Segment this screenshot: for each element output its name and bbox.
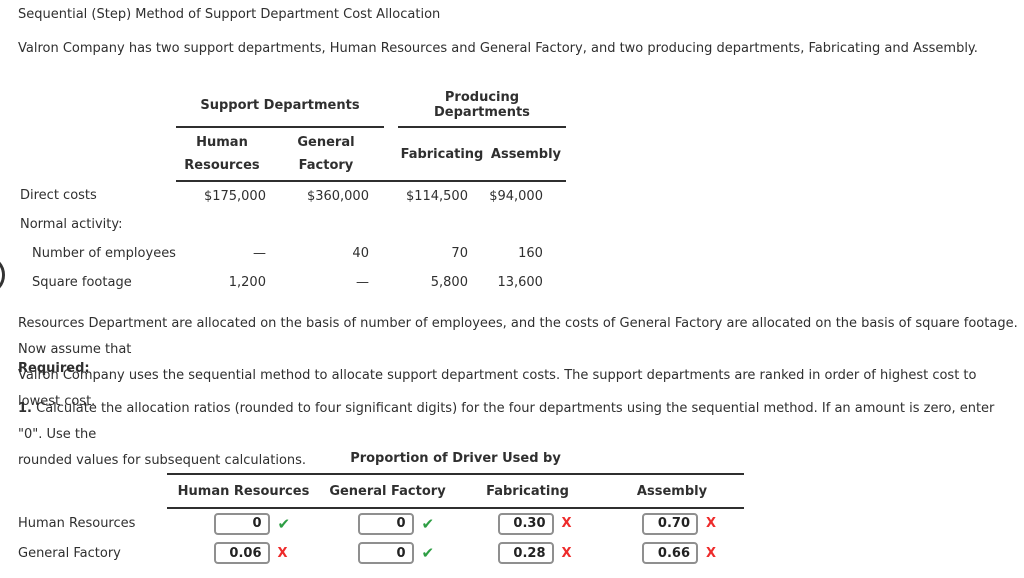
required-label: Required: <box>18 361 90 376</box>
col-header-human-resources: Human Resources <box>175 127 268 182</box>
ratio-input-hr-fab[interactable] <box>497 512 554 535</box>
ratio-input-gf-gf[interactable] <box>357 542 414 564</box>
row-label: Square footage <box>32 275 132 290</box>
requirement-1-line1: 1. Calculate the allocation ratios (roun… <box>18 396 1008 448</box>
ratio-col-header-assembly: Assembly <box>600 474 744 509</box>
row-label: Direct costs <box>20 188 97 203</box>
ratio-col-header-fabricating: Fabricating <box>455 474 600 509</box>
direct-costs-gf: $360,000 <box>306 188 369 204</box>
col-header-human-resources-line2: Resources <box>184 158 260 173</box>
table-row-number-of-employees: Number of employees — 40 70 160 <box>20 239 566 268</box>
intro-text: Valron Company has two support departmen… <box>18 41 978 56</box>
ratio-row-label: Human Resources <box>18 515 136 531</box>
ratio-input-gf-fab[interactable] <box>497 542 554 564</box>
group-header-producing: Producing Departments <box>397 90 566 128</box>
ratio-input-gf-hr[interactable] <box>213 542 270 564</box>
incorrect-mark-icon: X <box>706 516 717 531</box>
requirement-1-number: 1. <box>18 401 32 416</box>
col-header-assembly: Assembly <box>485 127 566 182</box>
row-label: Normal activity: <box>20 217 123 232</box>
ratio-col-header-human-resources: Human Resources <box>167 474 320 509</box>
employees-asm: 160 <box>518 246 543 261</box>
ratio-input-hr-asm[interactable] <box>642 512 698 535</box>
left-edge-circle-decoration <box>0 255 5 295</box>
col-header-fabricating: Fabricating <box>397 127 486 182</box>
incorrect-mark-icon: X <box>277 545 288 561</box>
cost-data-table: Support Departments Producing Department… <box>20 90 566 297</box>
ratio-row-human-resources: Human Resources ✔ ✔ X X <box>18 508 744 538</box>
employees-fab: 70 <box>451 246 468 261</box>
direct-costs-asm: $94,000 <box>489 188 543 204</box>
col-header-human-resources-line1: Human <box>196 135 248 150</box>
allocation-ratio-table: Proportion of Driver Used by Human Resou… <box>18 451 744 568</box>
ratio-input-gf-asm[interactable] <box>642 542 698 564</box>
ratio-input-hr-gf[interactable] <box>357 512 414 535</box>
problem-paragraph-line2: Valron Company uses the sequential metho… <box>18 368 977 409</box>
group-header-support: Support Departments <box>175 90 384 128</box>
footage-hr: 1,200 <box>228 275 266 290</box>
correct-mark-icon: ✔ <box>421 514 435 533</box>
correct-mark-icon: ✔ <box>277 514 291 533</box>
direct-costs-hr: $175,000 <box>203 188 266 204</box>
incorrect-mark-icon: X <box>561 516 572 531</box>
col-header-general-factory-line1: General <box>297 135 355 150</box>
problem-paragraph-line1: Resources Department are allocated on th… <box>18 316 1018 357</box>
ratio-input-hr-hr[interactable] <box>213 512 270 535</box>
incorrect-mark-icon: X <box>706 545 717 561</box>
table-row-direct-costs: Direct costs $175,000 $360,000 $114,500 … <box>20 181 566 210</box>
footage-fab: 5,800 <box>430 275 468 290</box>
direct-costs-fab: $114,500 <box>405 188 468 204</box>
footage-asm: 13,600 <box>497 275 543 290</box>
table-row-normal-activity: Normal activity: <box>20 210 566 239</box>
col-header-general-factory-line2: Factory <box>298 158 354 173</box>
ratio-table-caption: Proportion of Driver Used by <box>167 451 744 475</box>
correct-mark-icon: ✔ <box>421 544 435 562</box>
employees-gf: 40 <box>352 246 369 261</box>
ratio-col-header-general-factory: General Factory <box>320 474 455 509</box>
requirement-1-text: Calculate the allocation ratios (rounded… <box>18 401 995 442</box>
footage-gf: — <box>355 275 369 290</box>
problem-paragraph: Resources Department are allocated on th… <box>18 311 1018 415</box>
ratio-row-general-factory: General Factory X ✔ X X <box>18 538 744 568</box>
row-label: Number of employees <box>32 246 176 261</box>
ratio-row-label: General Factory <box>18 545 121 561</box>
table-row-square-footage: Square footage 1,200 — 5,800 13,600 <box>20 268 566 297</box>
employees-hr: — <box>252 246 266 261</box>
page-title: Sequential (Step) Method of Support Depa… <box>18 7 441 22</box>
col-header-general-factory: General Factory <box>267 127 384 182</box>
incorrect-mark-icon: X <box>561 545 572 561</box>
